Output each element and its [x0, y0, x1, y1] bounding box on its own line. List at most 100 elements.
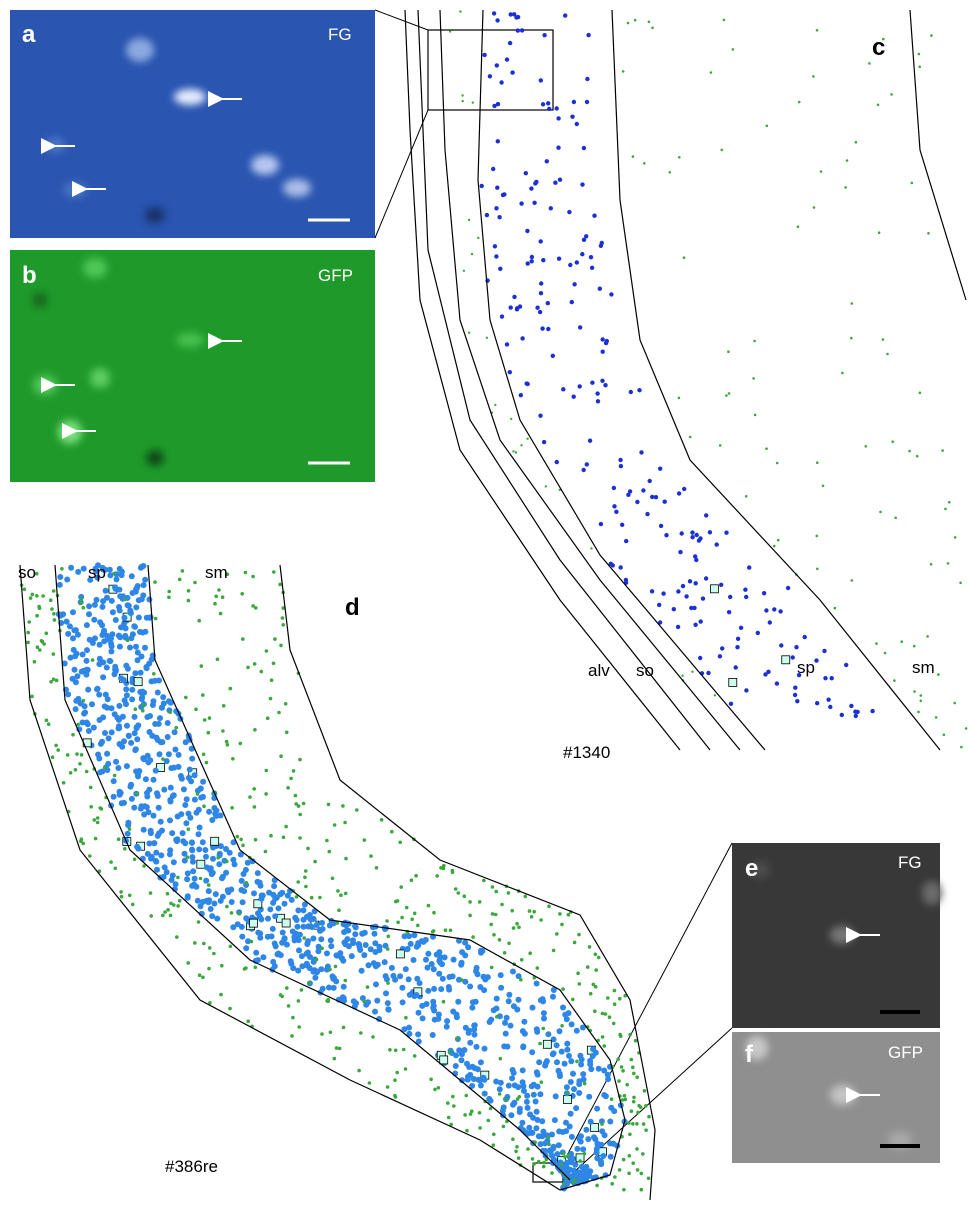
cell	[494, 913, 498, 917]
cell	[89, 805, 93, 809]
cell	[255, 910, 261, 916]
cell	[509, 12, 513, 16]
cell	[109, 643, 115, 649]
cell	[75, 696, 81, 702]
cell	[336, 889, 340, 893]
cell	[462, 952, 468, 958]
cell	[413, 1054, 417, 1058]
cell	[532, 201, 536, 205]
cell	[451, 957, 457, 963]
cell	[583, 1082, 587, 1086]
cell	[423, 957, 429, 963]
cell	[574, 1178, 578, 1182]
cell	[329, 1031, 333, 1035]
cell	[493, 244, 497, 248]
cell	[640, 1172, 644, 1176]
cell	[632, 155, 635, 158]
cell	[537, 1091, 543, 1097]
cell	[230, 911, 234, 915]
cell	[99, 739, 105, 745]
cell	[276, 905, 282, 911]
cell	[294, 794, 298, 798]
cell	[320, 1032, 324, 1036]
cell	[647, 1177, 651, 1181]
cell	[708, 530, 712, 534]
cell	[508, 370, 512, 374]
cell	[123, 686, 129, 692]
cell	[499, 1057, 503, 1061]
cell	[128, 894, 132, 898]
cell	[372, 931, 378, 937]
cell	[289, 777, 293, 781]
cell	[515, 306, 519, 310]
cell	[134, 736, 140, 742]
cell	[519, 1120, 525, 1126]
cell	[147, 757, 153, 763]
cell	[368, 1081, 372, 1085]
cell	[415, 1031, 421, 1037]
cell	[320, 947, 324, 951]
cell	[203, 878, 209, 884]
cell	[136, 791, 140, 795]
cell	[96, 821, 100, 825]
cell	[530, 1005, 536, 1011]
cell	[82, 710, 88, 716]
cell	[56, 748, 60, 752]
cell	[610, 1097, 614, 1101]
cell	[567, 913, 571, 917]
cell	[520, 1043, 526, 1049]
cell	[380, 818, 384, 822]
cell	[913, 690, 916, 693]
cell	[520, 1028, 526, 1034]
cell	[194, 708, 198, 712]
cell	[930, 34, 933, 37]
cell	[135, 722, 141, 728]
cell	[220, 964, 224, 968]
cell	[65, 631, 71, 637]
cell	[325, 999, 329, 1003]
cell	[622, 1158, 626, 1162]
cell	[512, 1082, 518, 1088]
cell	[157, 751, 163, 757]
cell	[680, 531, 684, 535]
cell	[153, 580, 157, 584]
cell	[435, 1016, 441, 1022]
cell	[590, 1046, 596, 1052]
cell	[41, 594, 45, 598]
cell	[628, 1033, 632, 1037]
cell	[142, 703, 146, 707]
cell	[438, 986, 444, 992]
cell	[199, 877, 203, 881]
cell	[449, 30, 451, 32]
cell	[241, 888, 247, 894]
cell	[94, 686, 100, 692]
cell	[288, 958, 294, 964]
cell	[706, 671, 710, 675]
cell	[510, 969, 516, 975]
layer-label: so	[18, 563, 36, 582]
cell	[341, 929, 347, 935]
cell	[225, 740, 229, 744]
cell	[678, 550, 682, 554]
cell	[614, 510, 618, 514]
cell	[613, 1175, 617, 1179]
cell	[851, 579, 854, 582]
cell	[911, 182, 914, 185]
cell	[172, 729, 178, 735]
cell	[632, 1072, 636, 1076]
cell	[482, 1091, 488, 1097]
cell	[168, 785, 174, 791]
cell	[169, 830, 175, 836]
cell	[659, 524, 663, 528]
cell	[184, 876, 190, 882]
cell	[285, 986, 289, 990]
cell	[328, 968, 332, 972]
cell	[270, 900, 276, 906]
cell	[496, 102, 500, 106]
cell	[613, 1002, 617, 1006]
double-labeled-cell	[564, 1096, 572, 1104]
cell	[109, 860, 113, 864]
cell	[200, 839, 206, 845]
cell	[57, 582, 63, 588]
cell	[219, 993, 223, 997]
